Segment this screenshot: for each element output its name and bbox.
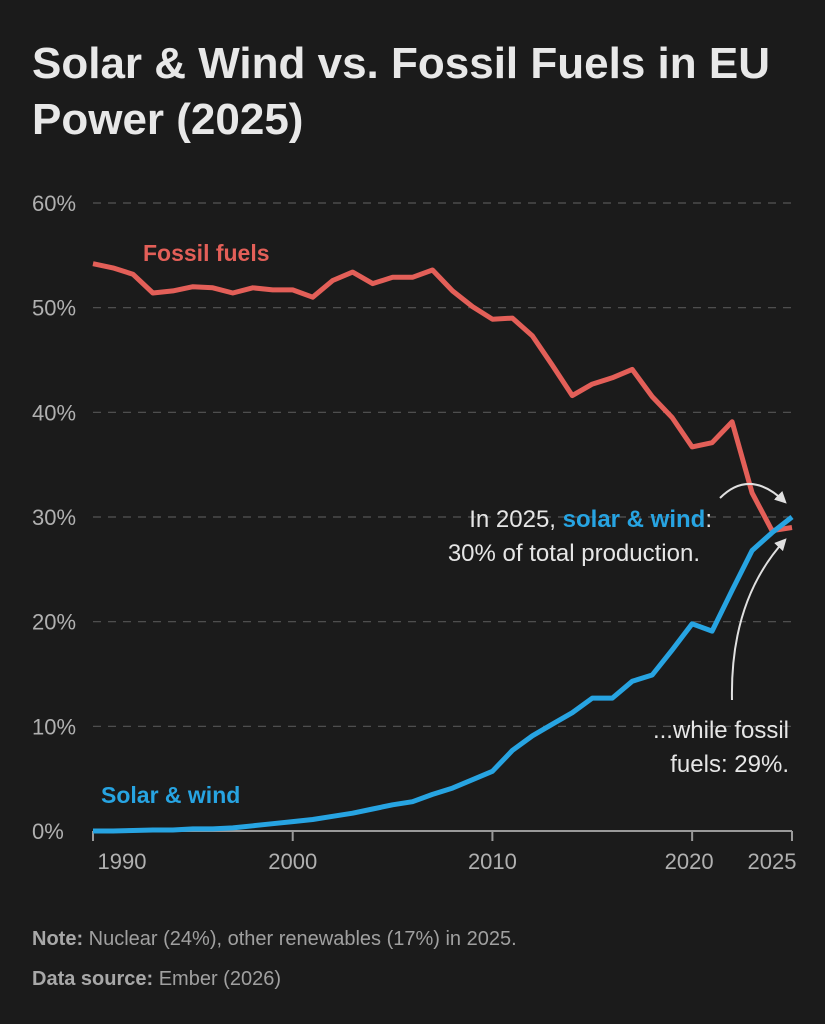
y-tick-label: 30% — [32, 505, 76, 530]
series-label-solar-wind: Solar & wind — [101, 782, 240, 808]
y-tick-label: 50% — [32, 296, 76, 321]
annotation-pre: In 2025, — [469, 506, 562, 533]
series-line-solar-wind — [93, 515, 794, 834]
x-tick-label: 2025 — [748, 849, 797, 874]
x-tick-label: 2020 — [665, 849, 714, 874]
y-tick-label: 0% — [32, 819, 64, 844]
y-tick-label: 40% — [32, 400, 76, 425]
annotation-arrow-fossil — [730, 538, 787, 701]
y-tick-label: 60% — [32, 191, 76, 216]
annotation-highlight: solar & wind — [563, 506, 706, 533]
annotation-arrow-solar — [719, 483, 787, 504]
chart-title: Solar & Wind vs. Fossil Fuels in EU Powe… — [32, 36, 825, 148]
annotation-solar-line1: In 2025, solar & wind: — [469, 506, 712, 533]
note-label: Note: — [32, 928, 84, 950]
note-text: Nuclear (24%), other renewables (17%) in… — [83, 928, 517, 950]
note: Note: Nuclear (24%), other renewables (1… — [32, 928, 517, 951]
annotation-fossil-line2: fuels: 29%. — [670, 751, 789, 778]
series-line-fossil-fuels — [92, 261, 793, 534]
annotation-solar-line2: 30% of total production. — [448, 540, 700, 567]
y-tick-label: 10% — [32, 714, 76, 739]
x-tick-label: 1990 — [98, 849, 147, 874]
annotation-post: : — [705, 506, 712, 533]
source-text: Ember (2026) — [153, 968, 281, 990]
x-tick-label: 2000 — [268, 849, 317, 874]
title-text: Solar & Wind vs. Fossil Fuels in EU Powe… — [32, 39, 770, 144]
annotation-fossil-line1: ...while fossil — [653, 717, 789, 744]
source-label: Data source: — [32, 968, 154, 990]
x-tick-label: 2010 — [468, 849, 517, 874]
series-label-fossil-fuels: Fossil fuels — [143, 240, 270, 266]
y-tick-label: 20% — [32, 610, 76, 635]
data-source: Data source: Ember (2026) — [32, 968, 281, 991]
